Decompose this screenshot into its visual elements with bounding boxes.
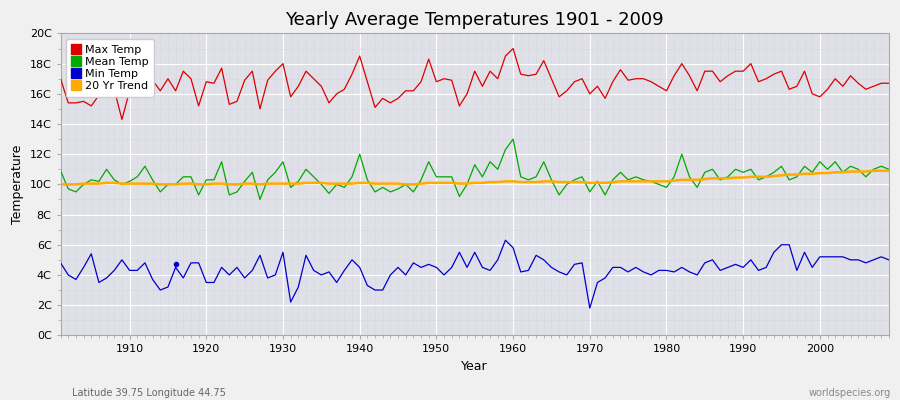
- X-axis label: Year: Year: [462, 360, 488, 373]
- Legend: Max Temp, Mean Temp, Min Temp, 20 Yr Trend: Max Temp, Mean Temp, Min Temp, 20 Yr Tre…: [66, 39, 154, 97]
- Title: Yearly Average Temperatures 1901 - 2009: Yearly Average Temperatures 1901 - 2009: [285, 11, 664, 29]
- Text: Latitude 39.75 Longitude 44.75: Latitude 39.75 Longitude 44.75: [72, 388, 226, 398]
- Text: worldspecies.org: worldspecies.org: [809, 388, 891, 398]
- Y-axis label: Temperature: Temperature: [11, 145, 24, 224]
